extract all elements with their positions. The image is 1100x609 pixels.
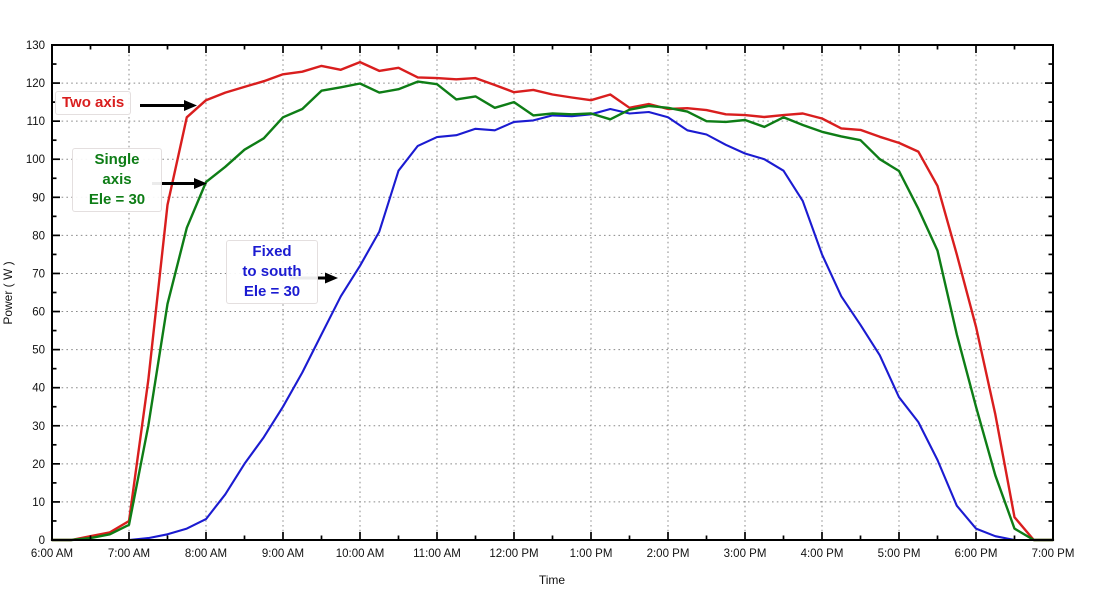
x-tick-label: 6:00 AM	[31, 548, 73, 560]
two-axis-arrowhead-icon	[184, 100, 197, 111]
x-tick-label: 1:00 PM	[570, 548, 613, 560]
y-tick-label: 50	[32, 345, 45, 357]
y-tick-label: 100	[26, 154, 45, 166]
x-tick-label: 12:00 PM	[489, 548, 538, 560]
y-tick-label: 90	[32, 192, 45, 204]
x-tick-label: 3:00 PM	[724, 548, 767, 560]
x-tick-label: 7:00 AM	[108, 548, 150, 560]
y-tick-label: 70	[32, 268, 45, 280]
y-tick-label: 40	[32, 383, 45, 395]
y-tick-label: 30	[32, 421, 45, 433]
annotation-two-axis: Two axis	[55, 91, 132, 115]
annotation-single-axis-line3: Ele = 30	[88, 191, 146, 208]
y-tick-label: 0	[39, 535, 45, 547]
y-tick-label: 80	[32, 230, 45, 242]
annotation-single-axis-line2: axis	[102, 171, 132, 188]
series-two-axis	[50, 60, 1055, 542]
single-axis-arrowhead-icon	[194, 178, 207, 189]
x-tick-label: 9:00 AM	[262, 548, 304, 560]
x-tick-label: 4:00 PM	[801, 548, 844, 560]
annotation-single-axis-line1: Single	[94, 151, 140, 168]
fixed-south-arrowhead-icon	[325, 272, 338, 284]
y-tick-label: 120	[26, 78, 45, 90]
x-tick-label: 7:00 PM	[1032, 548, 1075, 560]
y-tick-label: 10	[32, 497, 45, 509]
x-tick-label: 5:00 PM	[878, 548, 921, 560]
axes-box	[51, 44, 1054, 541]
y-tick-label: 20	[32, 459, 45, 471]
x-tick-label: 2:00 PM	[647, 548, 690, 560]
x-axis-title: Time	[538, 573, 566, 587]
x-tick-label: 11:00 AM	[413, 548, 461, 560]
y-tick-label: 60	[32, 307, 45, 319]
annotation-fixed-south-line3: Ele = 30	[243, 283, 301, 300]
annotation-fixed-south: Fixed to south Ele = 30	[226, 240, 318, 304]
x-tick-label: 10:00 AM	[336, 548, 385, 560]
annotation-single-axis: Single axis Ele = 30	[72, 148, 162, 212]
x-tick-label: 8:00 AM	[185, 548, 227, 560]
y-tick-label: 110	[27, 116, 45, 128]
x-tick-label: 6:00 PM	[955, 548, 998, 560]
series-single-axis	[50, 80, 1055, 542]
y-axis-title: Power ( W )	[1, 261, 15, 325]
annotation-fixed-south-line1: Fixed	[252, 243, 292, 260]
y-tick-label: 130	[26, 40, 45, 52]
annotation-two-axis-label: Two axis	[62, 94, 125, 111]
annotation-fixed-south-line2: to south	[242, 263, 302, 280]
series-fixed-south	[50, 107, 1055, 542]
